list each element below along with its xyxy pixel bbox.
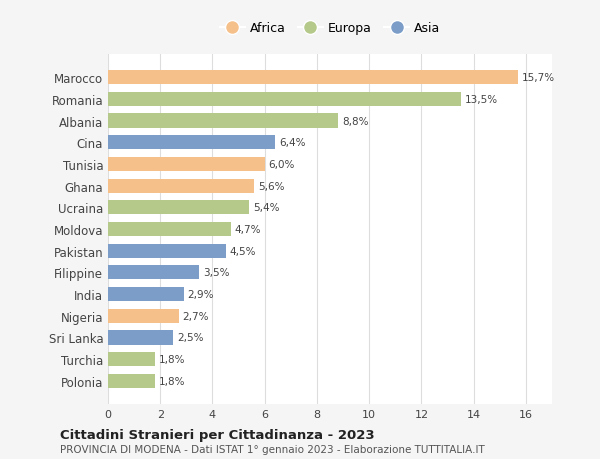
Bar xyxy=(108,309,179,323)
Text: 4,5%: 4,5% xyxy=(229,246,256,256)
Bar xyxy=(108,287,184,302)
Text: 5,6%: 5,6% xyxy=(258,181,284,191)
Text: Cittadini Stranieri per Cittadinanza - 2023: Cittadini Stranieri per Cittadinanza - 2… xyxy=(60,428,374,442)
Text: 1,8%: 1,8% xyxy=(159,376,185,386)
Bar xyxy=(108,223,231,236)
Bar xyxy=(108,179,254,193)
Bar xyxy=(108,136,275,150)
Text: 13,5%: 13,5% xyxy=(464,95,497,105)
Text: PROVINCIA DI MODENA - Dati ISTAT 1° gennaio 2023 - Elaborazione TUTTITALIA.IT: PROVINCIA DI MODENA - Dati ISTAT 1° genn… xyxy=(60,444,485,454)
Text: 5,4%: 5,4% xyxy=(253,203,280,213)
Bar xyxy=(108,201,249,215)
Bar xyxy=(108,374,155,388)
Bar xyxy=(108,71,518,85)
Bar xyxy=(108,93,461,106)
Text: 3,5%: 3,5% xyxy=(203,268,230,278)
Bar xyxy=(108,244,226,258)
Bar xyxy=(108,353,155,366)
Text: 8,8%: 8,8% xyxy=(342,116,368,126)
Text: 2,7%: 2,7% xyxy=(182,311,209,321)
Text: 6,0%: 6,0% xyxy=(269,160,295,169)
Bar xyxy=(108,114,338,129)
Bar xyxy=(108,157,265,172)
Text: 15,7%: 15,7% xyxy=(522,73,555,83)
Text: 4,7%: 4,7% xyxy=(235,224,261,235)
Text: 2,5%: 2,5% xyxy=(177,333,204,343)
Bar xyxy=(108,266,199,280)
Legend: Africa, Europa, Asia: Africa, Europa, Asia xyxy=(213,16,447,41)
Text: 1,8%: 1,8% xyxy=(159,354,185,364)
Text: 6,4%: 6,4% xyxy=(279,138,305,148)
Bar xyxy=(108,330,173,345)
Text: 2,9%: 2,9% xyxy=(188,290,214,299)
